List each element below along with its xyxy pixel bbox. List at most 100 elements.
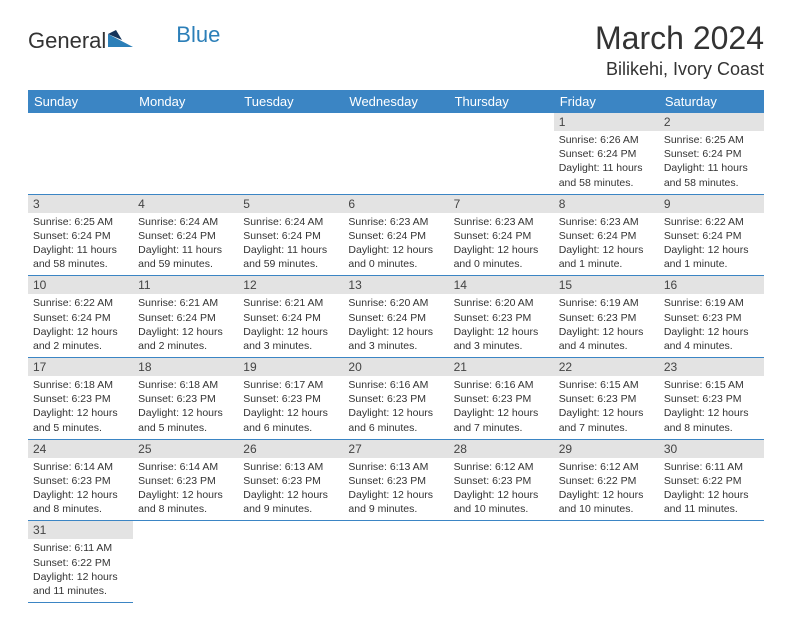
day-header: Tuesday: [238, 90, 343, 113]
day-number: 12: [238, 276, 343, 294]
day-header: Monday: [133, 90, 238, 113]
calendar-table: SundayMondayTuesdayWednesdayThursdayFrid…: [28, 90, 764, 603]
day-content: Sunrise: 6:15 AMSunset: 6:23 PMDaylight:…: [659, 376, 764, 439]
day-header: Thursday: [449, 90, 554, 113]
day-number: 17: [28, 358, 133, 376]
day-number: 30: [659, 440, 764, 458]
day-number: 24: [28, 440, 133, 458]
day-content: Sunrise: 6:16 AMSunset: 6:23 PMDaylight:…: [343, 376, 448, 439]
calendar-cell: [343, 113, 448, 194]
calendar-row: 24Sunrise: 6:14 AMSunset: 6:23 PMDayligh…: [28, 439, 764, 521]
calendar-row: 17Sunrise: 6:18 AMSunset: 6:23 PMDayligh…: [28, 358, 764, 440]
calendar-cell: 2Sunrise: 6:25 AMSunset: 6:24 PMDaylight…: [659, 113, 764, 194]
calendar-cell: 16Sunrise: 6:19 AMSunset: 6:23 PMDayligh…: [659, 276, 764, 358]
calendar-cell: 30Sunrise: 6:11 AMSunset: 6:22 PMDayligh…: [659, 439, 764, 521]
day-number: 10: [28, 276, 133, 294]
calendar-cell: 13Sunrise: 6:20 AMSunset: 6:24 PMDayligh…: [343, 276, 448, 358]
day-content: Sunrise: 6:17 AMSunset: 6:23 PMDaylight:…: [238, 376, 343, 439]
logo-icon: [108, 30, 134, 53]
day-number: 27: [343, 440, 448, 458]
day-number: 8: [554, 195, 659, 213]
calendar-cell: [238, 521, 343, 603]
logo: General Blue: [28, 28, 220, 54]
calendar-cell: 7Sunrise: 6:23 AMSunset: 6:24 PMDaylight…: [449, 194, 554, 276]
calendar-body: 1Sunrise: 6:26 AMSunset: 6:24 PMDaylight…: [28, 113, 764, 603]
day-header: Saturday: [659, 90, 764, 113]
day-number: 25: [133, 440, 238, 458]
day-content: Sunrise: 6:20 AMSunset: 6:23 PMDaylight:…: [449, 294, 554, 357]
calendar-cell: 11Sunrise: 6:21 AMSunset: 6:24 PMDayligh…: [133, 276, 238, 358]
calendar-cell: 26Sunrise: 6:13 AMSunset: 6:23 PMDayligh…: [238, 439, 343, 521]
calendar-cell: 17Sunrise: 6:18 AMSunset: 6:23 PMDayligh…: [28, 358, 133, 440]
day-number: 11: [133, 276, 238, 294]
calendar-cell: 14Sunrise: 6:20 AMSunset: 6:23 PMDayligh…: [449, 276, 554, 358]
location: Bilikehi, Ivory Coast: [595, 59, 764, 80]
calendar-cell: 5Sunrise: 6:24 AMSunset: 6:24 PMDaylight…: [238, 194, 343, 276]
calendar-cell: 23Sunrise: 6:15 AMSunset: 6:23 PMDayligh…: [659, 358, 764, 440]
day-header: Wednesday: [343, 90, 448, 113]
logo-text-a: General: [28, 28, 106, 54]
day-content: Sunrise: 6:15 AMSunset: 6:23 PMDaylight:…: [554, 376, 659, 439]
day-content: Sunrise: 6:19 AMSunset: 6:23 PMDaylight:…: [659, 294, 764, 357]
day-content: Sunrise: 6:18 AMSunset: 6:23 PMDaylight:…: [133, 376, 238, 439]
day-content: Sunrise: 6:23 AMSunset: 6:24 PMDaylight:…: [343, 213, 448, 276]
day-number: 29: [554, 440, 659, 458]
logo-text-b: Blue: [176, 22, 220, 48]
calendar-cell: 28Sunrise: 6:12 AMSunset: 6:23 PMDayligh…: [449, 439, 554, 521]
calendar-cell: [133, 521, 238, 603]
calendar-cell: 29Sunrise: 6:12 AMSunset: 6:22 PMDayligh…: [554, 439, 659, 521]
calendar-cell: 21Sunrise: 6:16 AMSunset: 6:23 PMDayligh…: [449, 358, 554, 440]
day-content: Sunrise: 6:20 AMSunset: 6:24 PMDaylight:…: [343, 294, 448, 357]
day-content: Sunrise: 6:25 AMSunset: 6:24 PMDaylight:…: [659, 131, 764, 194]
calendar-cell: 12Sunrise: 6:21 AMSunset: 6:24 PMDayligh…: [238, 276, 343, 358]
day-content: Sunrise: 6:26 AMSunset: 6:24 PMDaylight:…: [554, 131, 659, 194]
calendar-cell: 3Sunrise: 6:25 AMSunset: 6:24 PMDaylight…: [28, 194, 133, 276]
day-number: 9: [659, 195, 764, 213]
day-content: Sunrise: 6:25 AMSunset: 6:24 PMDaylight:…: [28, 213, 133, 276]
calendar-cell: [449, 521, 554, 603]
calendar-row: 31Sunrise: 6:11 AMSunset: 6:22 PMDayligh…: [28, 521, 764, 603]
day-number: 4: [133, 195, 238, 213]
calendar-cell: 27Sunrise: 6:13 AMSunset: 6:23 PMDayligh…: [343, 439, 448, 521]
day-number: 19: [238, 358, 343, 376]
day-number: 1: [554, 113, 659, 131]
day-number: 22: [554, 358, 659, 376]
title-block: March 2024 Bilikehi, Ivory Coast: [595, 20, 764, 80]
day-number: 23: [659, 358, 764, 376]
calendar-cell: 24Sunrise: 6:14 AMSunset: 6:23 PMDayligh…: [28, 439, 133, 521]
day-content: Sunrise: 6:12 AMSunset: 6:22 PMDaylight:…: [554, 458, 659, 521]
calendar-cell: [554, 521, 659, 603]
calendar-cell: [238, 113, 343, 194]
calendar-cell: [343, 521, 448, 603]
calendar-cell: 20Sunrise: 6:16 AMSunset: 6:23 PMDayligh…: [343, 358, 448, 440]
day-number: 21: [449, 358, 554, 376]
calendar-cell: 31Sunrise: 6:11 AMSunset: 6:22 PMDayligh…: [28, 521, 133, 603]
day-content: Sunrise: 6:23 AMSunset: 6:24 PMDaylight:…: [554, 213, 659, 276]
day-header: Sunday: [28, 90, 133, 113]
day-number: 13: [343, 276, 448, 294]
calendar-cell: 10Sunrise: 6:22 AMSunset: 6:24 PMDayligh…: [28, 276, 133, 358]
calendar-row: 10Sunrise: 6:22 AMSunset: 6:24 PMDayligh…: [28, 276, 764, 358]
day-content: Sunrise: 6:14 AMSunset: 6:23 PMDaylight:…: [133, 458, 238, 521]
month-title: March 2024: [595, 20, 764, 57]
day-header: Friday: [554, 90, 659, 113]
day-content: Sunrise: 6:21 AMSunset: 6:24 PMDaylight:…: [133, 294, 238, 357]
day-number: 15: [554, 276, 659, 294]
day-content: Sunrise: 6:11 AMSunset: 6:22 PMDaylight:…: [28, 539, 133, 602]
day-number: 16: [659, 276, 764, 294]
calendar-row: 1Sunrise: 6:26 AMSunset: 6:24 PMDaylight…: [28, 113, 764, 194]
day-content: Sunrise: 6:16 AMSunset: 6:23 PMDaylight:…: [449, 376, 554, 439]
day-content: Sunrise: 6:18 AMSunset: 6:23 PMDaylight:…: [28, 376, 133, 439]
calendar-cell: [28, 113, 133, 194]
day-content: Sunrise: 6:13 AMSunset: 6:23 PMDaylight:…: [343, 458, 448, 521]
day-number: 5: [238, 195, 343, 213]
calendar-cell: 6Sunrise: 6:23 AMSunset: 6:24 PMDaylight…: [343, 194, 448, 276]
day-number: 20: [343, 358, 448, 376]
calendar-cell: [133, 113, 238, 194]
day-content: Sunrise: 6:21 AMSunset: 6:24 PMDaylight:…: [238, 294, 343, 357]
calendar-cell: [449, 113, 554, 194]
day-number: 3: [28, 195, 133, 213]
day-number: 2: [659, 113, 764, 131]
day-content: Sunrise: 6:12 AMSunset: 6:23 PMDaylight:…: [449, 458, 554, 521]
calendar-cell: 4Sunrise: 6:24 AMSunset: 6:24 PMDaylight…: [133, 194, 238, 276]
